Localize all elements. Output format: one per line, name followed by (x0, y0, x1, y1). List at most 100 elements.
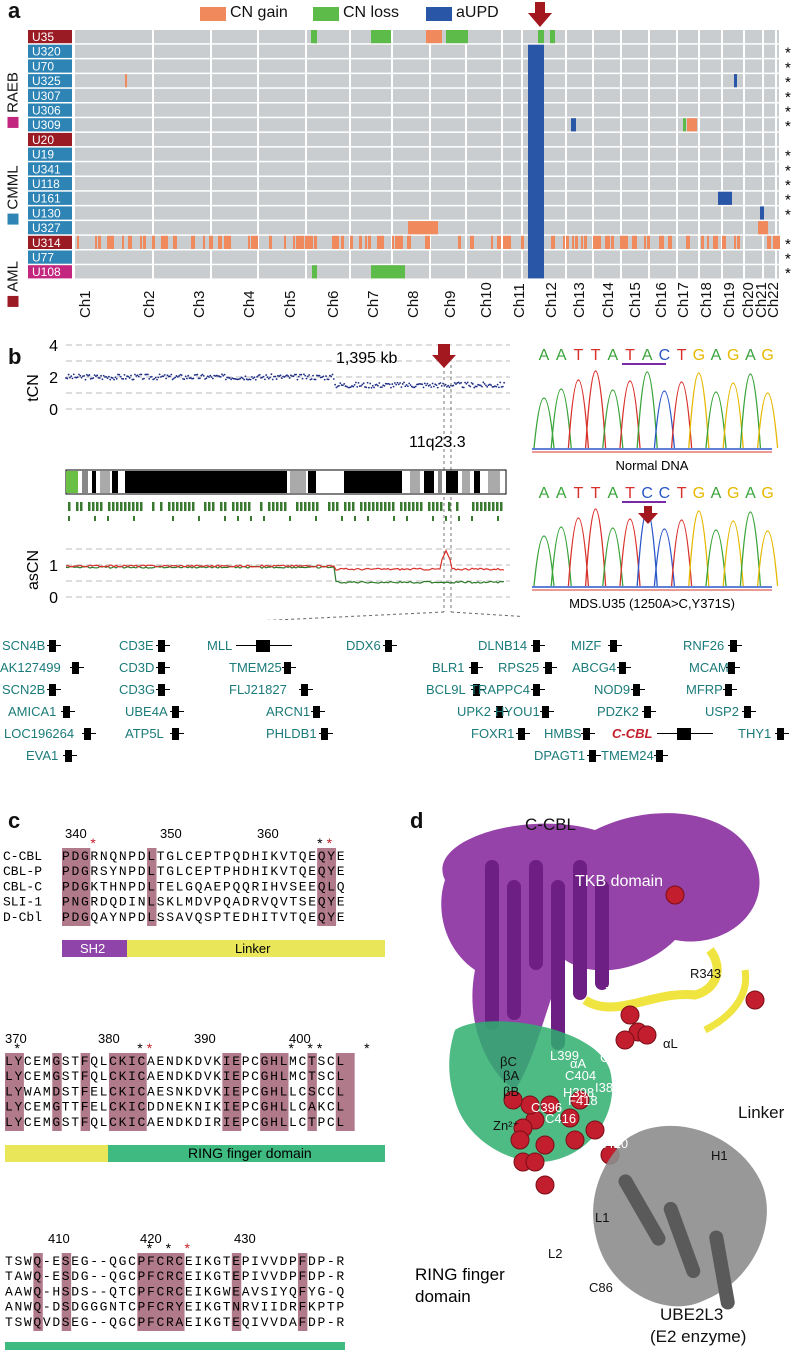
gene-model (170, 728, 184, 740)
data-point (395, 383, 398, 386)
aligned-sequence: PDGRSYNPDLTGLCEPTPHDHIKVTQEQYE (62, 864, 345, 879)
data-point (290, 374, 292, 377)
probe-mark (172, 502, 175, 511)
probe-mark (472, 502, 475, 511)
probe-mark (408, 502, 411, 511)
cnv-event (77, 235, 79, 249)
probe-mark (372, 502, 375, 511)
gene-model (642, 706, 656, 718)
heatmap-row (74, 250, 780, 264)
data-point (111, 377, 114, 379)
probe-mark (480, 502, 483, 511)
data-point (447, 384, 450, 387)
data-point (92, 377, 95, 379)
conserved-column (62, 848, 91, 926)
heatmap-row (74, 265, 780, 279)
probe-mark (336, 502, 339, 511)
ideogram-band (82, 471, 88, 493)
gene-label: MFRP (686, 682, 723, 697)
axis-label: asCN (25, 550, 42, 590)
data-point (375, 383, 378, 386)
data-point (93, 374, 96, 376)
data-point (240, 376, 243, 379)
data-point (457, 381, 460, 384)
data-point (334, 383, 336, 386)
cnv-event (251, 235, 254, 249)
residue-label: C86 (589, 1280, 613, 1295)
cnv-event (718, 191, 732, 205)
data-point (219, 375, 222, 378)
cnv-event (701, 235, 704, 249)
cnv-event (506, 235, 510, 249)
data-point (323, 378, 326, 381)
data-point (228, 377, 231, 379)
gene-label: ABCG4 (572, 660, 617, 675)
data-point (355, 381, 357, 384)
conserved-column (307, 1053, 317, 1131)
probe-mark (420, 502, 423, 511)
data-point (209, 374, 212, 377)
alpha-helix (618, 1174, 666, 1246)
cnv-event (626, 235, 628, 249)
trace-peak (584, 508, 607, 587)
data-point (225, 378, 227, 381)
cnv-event (107, 235, 110, 249)
data-point (300, 373, 303, 376)
data-point (466, 381, 469, 384)
data-point (470, 381, 473, 384)
base-call: T (574, 485, 584, 502)
data-point (446, 385, 448, 388)
probe-mark (392, 502, 395, 511)
residue-label: L2 (548, 1246, 562, 1261)
data-point (313, 378, 316, 381)
sample-label-box (28, 30, 72, 44)
data-point (273, 375, 275, 378)
data-point (221, 373, 223, 376)
cnv-event (128, 235, 132, 249)
cnv-event (311, 235, 313, 249)
ideogram-band (446, 471, 458, 493)
data-point (469, 385, 472, 388)
probe-mark (393, 516, 395, 521)
probe-mark (124, 502, 127, 511)
gene-label: PDZK2 (597, 704, 639, 719)
panel-d-label: d (410, 808, 424, 833)
data-point (462, 386, 465, 389)
data-point (180, 374, 183, 377)
data-point (486, 385, 489, 388)
cnv-event (596, 235, 600, 249)
data-point (396, 381, 399, 384)
position-number: 380 (98, 1031, 120, 1046)
cnv-event (122, 235, 124, 249)
gene-model (774, 728, 789, 740)
gene-model (471, 684, 485, 696)
data-point (127, 375, 130, 378)
data-point (254, 378, 257, 381)
residue-sphere (585, 1120, 605, 1140)
data-point (366, 381, 369, 384)
data-point (422, 386, 425, 389)
chromosome-label: Ch4 (241, 290, 258, 318)
probe-mark (312, 502, 315, 511)
cnv-event (302, 235, 304, 249)
significance-star: * (785, 59, 791, 76)
data-point (173, 377, 175, 380)
base-call: A (642, 347, 653, 364)
gene-label: AMICA1 (8, 704, 57, 719)
data-point (193, 374, 196, 376)
data-point (204, 378, 207, 380)
data-point (69, 376, 71, 379)
data-point (365, 386, 368, 389)
gene-model (155, 662, 170, 674)
data-point (266, 376, 269, 379)
probe-mark (152, 502, 155, 511)
data-point (109, 378, 112, 381)
sample-label: U108 (32, 265, 61, 279)
probe-mark (432, 502, 435, 511)
cnv-event (98, 235, 101, 249)
gene-label: MLL (207, 638, 233, 653)
data-point (117, 373, 119, 376)
cnv-event (125, 74, 127, 88)
data-point (501, 385, 504, 388)
data-point (153, 377, 156, 380)
